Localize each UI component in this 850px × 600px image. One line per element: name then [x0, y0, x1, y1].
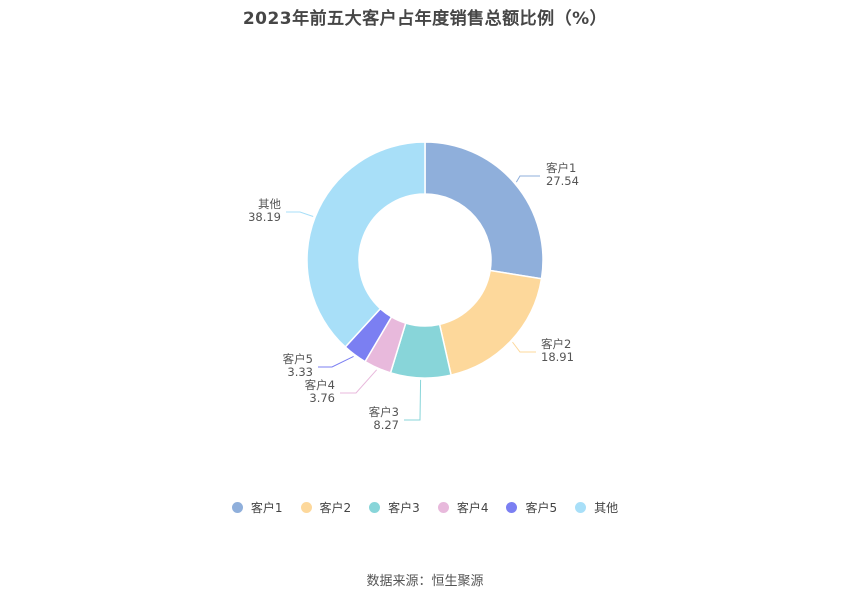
- legend-swatch-icon: [300, 502, 312, 513]
- legend-item-3[interactable]: 客户3: [369, 499, 420, 516]
- legend-item-6[interactable]: 其他: [575, 499, 618, 516]
- slice-label-name-2: 客户2: [541, 337, 571, 351]
- leader-line-3: [404, 379, 422, 421]
- legend-label: 其他: [594, 501, 619, 515]
- slice-label-name-4: 客户4: [305, 378, 335, 392]
- leader-line-6: [286, 211, 314, 217]
- slice-label-value-2: 18.91: [541, 350, 574, 364]
- legend-swatch-icon: [231, 502, 243, 513]
- legend-label: 客户4: [456, 501, 489, 515]
- legend-swatch-icon: [369, 502, 381, 513]
- chart-title: 2023年前五大客户占年度销售总额比例（%）: [242, 9, 608, 29]
- slice-label-name-1: 客户1: [546, 161, 576, 175]
- leader-line-5: [318, 355, 354, 368]
- legend-item-5[interactable]: 客户5: [506, 499, 557, 516]
- slice-label-name-6: 其他: [258, 197, 281, 211]
- slice-1[interactable]: [424, 141, 544, 280]
- legend-swatch-icon: [575, 502, 587, 513]
- legend-label: 客户1: [250, 501, 283, 515]
- legend-swatch-icon: [506, 502, 518, 513]
- legend-item-1[interactable]: 客户1: [231, 499, 283, 516]
- slice-label-value-6: 38.19: [248, 210, 281, 224]
- slice-2[interactable]: [438, 269, 543, 376]
- slice-label-name-3: 客户3: [369, 405, 399, 419]
- leader-line-1: [515, 175, 540, 183]
- legend-label: 客户5: [525, 501, 558, 515]
- slice-label-value-5: 3.33: [287, 365, 313, 379]
- slice-6[interactable]: [306, 141, 426, 349]
- chart-legend: 客户1 客户2 客户3 客户4 客户5 其他: [0, 499, 850, 516]
- legend-label: 客户2: [319, 501, 352, 515]
- leader-line-2: [512, 341, 536, 353]
- legend-swatch-icon: [437, 502, 449, 513]
- leader-line-4: [340, 369, 378, 394]
- legend-label: 客户3: [388, 501, 420, 515]
- legend-item-4[interactable]: 客户4: [437, 499, 489, 516]
- slice-label-value-4: 3.76: [309, 391, 335, 405]
- data-source: 数据来源：恒生聚源: [366, 574, 484, 589]
- slice-label-value-1: 27.54: [546, 174, 579, 188]
- slice-label-name-5: 客户5: [283, 352, 313, 366]
- slice-label-value-3: 8.27: [373, 418, 399, 432]
- legend-item-2[interactable]: 客户2: [300, 499, 352, 516]
